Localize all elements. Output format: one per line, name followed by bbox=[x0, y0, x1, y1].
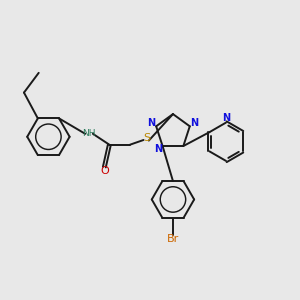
Text: O: O bbox=[100, 166, 109, 176]
Text: S: S bbox=[143, 133, 150, 142]
Text: N: N bbox=[154, 144, 162, 154]
Text: Br: Br bbox=[167, 234, 179, 244]
Text: NH: NH bbox=[82, 129, 95, 138]
Text: N: N bbox=[147, 118, 155, 128]
Text: N: N bbox=[190, 118, 199, 128]
Text: N: N bbox=[222, 112, 230, 123]
